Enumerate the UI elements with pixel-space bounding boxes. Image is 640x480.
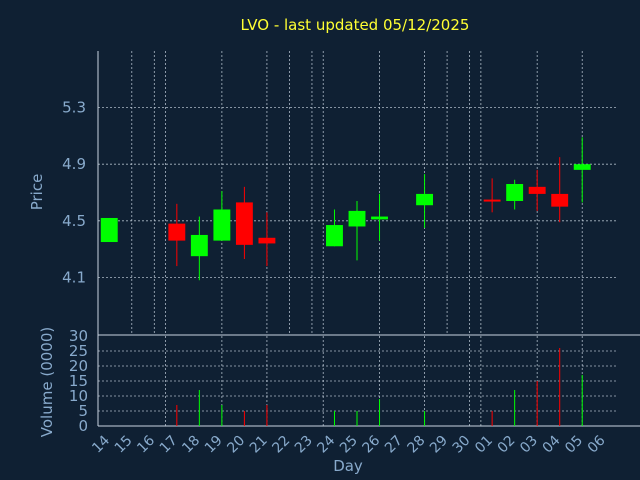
x-tick-label: 30	[450, 433, 474, 457]
x-tick-label: 29	[427, 433, 451, 457]
volume-tick-label: 15	[69, 372, 88, 390]
volume-tick-label: 30	[69, 327, 88, 345]
candle-body	[258, 237, 276, 244]
x-tick-label: 23	[292, 433, 316, 457]
candles	[100, 137, 591, 281]
chart-title: LVO - last updated 05/12/2025	[241, 16, 470, 34]
x-tick-label: 16	[134, 433, 158, 457]
candle-body	[573, 164, 591, 170]
candle-body	[100, 217, 118, 243]
volume-tick-label: 5	[78, 402, 88, 420]
candle-body	[483, 199, 501, 202]
candle-body	[551, 193, 569, 207]
x-tick-label: 25	[337, 433, 361, 457]
x-tick-label: 15	[112, 433, 136, 457]
x-tick-label: 19	[202, 433, 226, 457]
x-tick-label: 02	[495, 433, 519, 457]
volume-bars	[176, 348, 583, 426]
x-tick-label: 04	[540, 433, 564, 457]
x-tick-label: 21	[247, 433, 271, 457]
x-tick-label: 05	[562, 433, 586, 457]
plot-frame	[97, 51, 640, 427]
price-tick-label: 4.9	[62, 155, 86, 173]
candle-body	[235, 202, 253, 245]
candle-body	[528, 186, 546, 194]
price-axis-label: Price	[28, 174, 46, 211]
x-tick-label: 17	[157, 433, 181, 457]
candle-body	[213, 209, 231, 241]
volume-tick-label: 25	[69, 342, 88, 360]
price-axis-ticks: 5.3 4.9 4.5 4.1	[62, 99, 86, 287]
candle-body	[326, 225, 343, 247]
volume-tick-label: 10	[69, 387, 88, 405]
price-tick-label: 5.3	[62, 99, 86, 117]
candle-body	[168, 223, 186, 241]
x-tick-label: 26	[360, 433, 384, 457]
candle-body	[416, 193, 434, 206]
volume-tick-label: 0	[78, 417, 88, 435]
candle-body	[506, 184, 524, 201]
volume-axis-label: Volume (0000)	[38, 327, 56, 437]
x-tick-label: 24	[314, 433, 338, 457]
x-tick-label: 22	[269, 433, 293, 457]
x-axis-ticks: 1415161718192021222324252627282930010203…	[89, 433, 608, 457]
x-tick-label: 28	[405, 433, 429, 457]
candle-body	[190, 234, 208, 257]
x-axis-label: Day	[333, 457, 363, 475]
volume-tick-label: 20	[69, 357, 88, 375]
candle-body	[371, 216, 388, 220]
x-tick-label: 20	[224, 433, 248, 457]
x-tick-label: 14	[89, 433, 113, 457]
x-tick-label: 01	[472, 433, 496, 457]
candle-body	[348, 210, 366, 227]
x-tick-label: 18	[179, 433, 203, 457]
price-tick-label: 4.5	[62, 212, 86, 230]
x-tick-label: 06	[585, 433, 609, 457]
price-tick-label: 4.1	[62, 268, 86, 286]
x-tick-label: 27	[382, 433, 406, 457]
x-tick-label: 03	[517, 433, 541, 457]
